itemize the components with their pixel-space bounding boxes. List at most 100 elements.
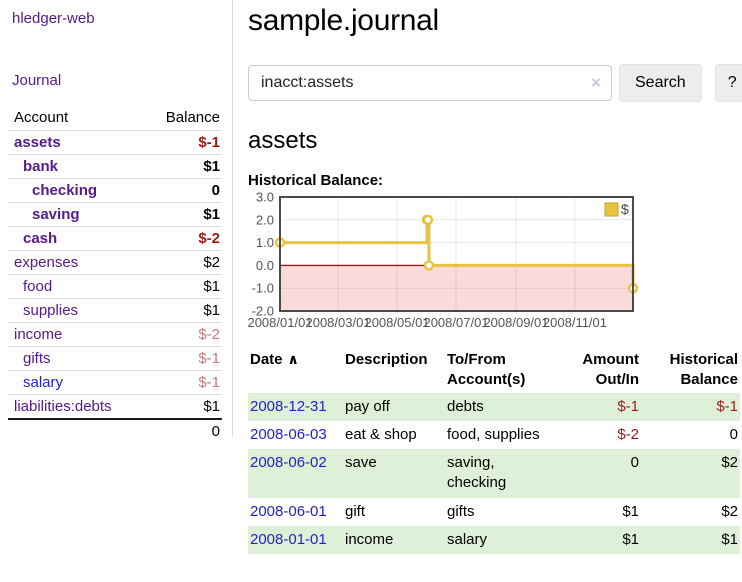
- col-header-balance: Historical Balance: [669, 351, 738, 389]
- svg-text:2008/09/01: 2008/09/01: [483, 315, 548, 330]
- accounts-tbody: assets $-1 bank $1 checking 0 saving $1 cash $-2 e…: [8, 130, 222, 420]
- account-row: assets $-1: [8, 130, 222, 155]
- account-balance: $-1: [142, 346, 222, 371]
- description-cell: income: [345, 530, 394, 548]
- accounts-cell: gifts: [447, 502, 475, 520]
- svg-text:0.0: 0.0: [256, 258, 274, 273]
- account-link[interactable]: expenses: [14, 254, 79, 271]
- account-link[interactable]: salary: [23, 374, 64, 391]
- date-link[interactable]: 2008-06-02: [250, 454, 327, 471]
- accounts-total-row: 0: [8, 418, 222, 443]
- account-row: bank $1: [8, 154, 222, 179]
- sort-asc-icon: ∧: [287, 351, 299, 367]
- main-content: sample.journal × Search ? assets Histori…: [247, 0, 742, 554]
- account-balance: $-2: [142, 322, 222, 347]
- svg-text:2008/01/01: 2008/01/01: [247, 315, 312, 330]
- page-title: sample.journal: [248, 4, 439, 37]
- account-row: income $-2: [8, 322, 222, 347]
- svg-text:2008/05/01: 2008/05/01: [364, 315, 429, 330]
- svg-text:3.0: 3.0: [256, 190, 274, 205]
- account-link[interactable]: food: [23, 278, 53, 295]
- col-header-amount: Amount Out/In: [582, 351, 639, 389]
- svg-text:2008/07/01: 2008/07/01: [423, 315, 488, 330]
- description-cell: save: [345, 454, 377, 471]
- date-link[interactable]: 2008-01-01: [250, 530, 327, 548]
- svg-text:1.0: 1.0: [256, 235, 274, 250]
- account-balance: $-2: [142, 226, 222, 251]
- account-link[interactable]: income: [14, 326, 63, 343]
- account-link[interactable]: liabilities:debts: [14, 398, 112, 415]
- account-balance: $-1: [142, 370, 222, 395]
- sidebar: hledger-web Journal Account Balance asse…: [0, 0, 233, 443]
- account-balance: $1: [142, 154, 222, 179]
- account-balance: 0: [142, 178, 222, 203]
- balance-cell: $1: [721, 530, 738, 548]
- accounts-cell: salary: [447, 530, 488, 548]
- clear-search-icon[interactable]: ×: [591, 73, 601, 92]
- svg-text:-1.0: -1.0: [252, 281, 274, 296]
- account-balance: $1: [142, 394, 222, 420]
- amount-cell: $1: [622, 502, 639, 520]
- svg-text:2008/11/01: 2008/11/01: [543, 315, 607, 330]
- help-button[interactable]: ?: [714, 64, 742, 102]
- journal-link[interactable]: Journal: [12, 72, 62, 89]
- balance-cell: $-1: [716, 397, 738, 415]
- accounts-cell: saving, checking: [447, 454, 507, 492]
- account-link[interactable]: supplies: [23, 302, 79, 319]
- account-row: cash $-2: [8, 226, 222, 251]
- accounts-total-value: 0: [8, 418, 222, 443]
- accounts-col-header: Account: [8, 106, 143, 131]
- account-link[interactable]: cash: [23, 230, 58, 247]
- amount-cell: 0: [630, 454, 639, 471]
- account-balance: $1: [142, 274, 222, 299]
- col-header-description: Description: [345, 351, 428, 368]
- account-row: gifts $-1: [8, 346, 222, 371]
- accounts-cell: food, supplies: [447, 425, 540, 443]
- account-heading: assets: [248, 127, 318, 154]
- register-table: Date ∧ Description To/From Account(s) Amo…: [248, 348, 740, 554]
- account-balance: $-1: [142, 130, 222, 155]
- balance-cell: $2: [721, 454, 738, 471]
- amount-cell: $1: [622, 530, 639, 548]
- account-row: salary $-1: [8, 370, 222, 395]
- col-header-accounts: To/From Account(s): [447, 351, 526, 389]
- date-link[interactable]: 2008-06-03: [250, 425, 327, 443]
- description-cell: gift: [345, 502, 366, 520]
- account-link[interactable]: saving: [32, 206, 80, 223]
- amount-cell: $-2: [617, 425, 639, 443]
- balance-cell: $2: [721, 502, 738, 520]
- account-link[interactable]: gifts: [23, 350, 51, 367]
- account-row: supplies $1: [8, 298, 222, 323]
- amount-cell: $-1: [617, 397, 639, 415]
- register-tbody: 2008-12-31 pay off debts $-1 $-1 2008-06-03 ea…: [248, 392, 740, 554]
- search-input-wrap: ×: [248, 65, 612, 101]
- hledger-web-link[interactable]: hledger-web: [12, 10, 95, 27]
- date-link[interactable]: 2008-06-01: [250, 502, 327, 520]
- transaction-row: 2008-06-01 gift gifts $1 $2: [248, 498, 740, 526]
- account-link[interactable]: assets: [14, 134, 61, 151]
- account-row: liabilities:debts $1: [8, 394, 222, 420]
- svg-text:$: $: [621, 201, 629, 217]
- account-row: saving $1: [8, 202, 222, 227]
- balance-cell: 0: [729, 425, 738, 443]
- account-row: food $1: [8, 274, 222, 299]
- search-input[interactable]: [248, 65, 612, 101]
- svg-text:-2.0: -2.0: [252, 304, 274, 319]
- svg-text:2008/03/01: 2008/03/01: [305, 315, 370, 330]
- accounts-cell: debts: [447, 397, 484, 415]
- account-link[interactable]: bank: [23, 158, 59, 175]
- historical-balance-chart: $3.0 2.0 1.0 0.0 -1.0 -2.02008/01/012008/03/0…: [247, 190, 639, 330]
- transaction-row: 2008-06-02 save saving, checking 0 $2: [248, 449, 740, 498]
- svg-text:2.0: 2.0: [256, 212, 274, 227]
- search-bar: × Search ?: [248, 64, 742, 102]
- account-row: expenses $2: [8, 250, 222, 275]
- date-link[interactable]: 2008-12-31: [250, 397, 327, 415]
- description-cell: pay off: [345, 397, 390, 415]
- account-balance: $1: [142, 298, 222, 323]
- accounts-balance-table: Account Balance assets $-1 bank $1 checking 0…: [8, 106, 222, 443]
- transaction-row: 2008-12-31 pay off debts $-1 $-1: [248, 392, 740, 421]
- col-header-date[interactable]: Date ∧: [250, 351, 299, 368]
- transaction-row: 2008-01-01 income salary $1 $1: [248, 525, 740, 554]
- account-link[interactable]: checking: [32, 182, 98, 199]
- search-button[interactable]: Search: [619, 64, 702, 102]
